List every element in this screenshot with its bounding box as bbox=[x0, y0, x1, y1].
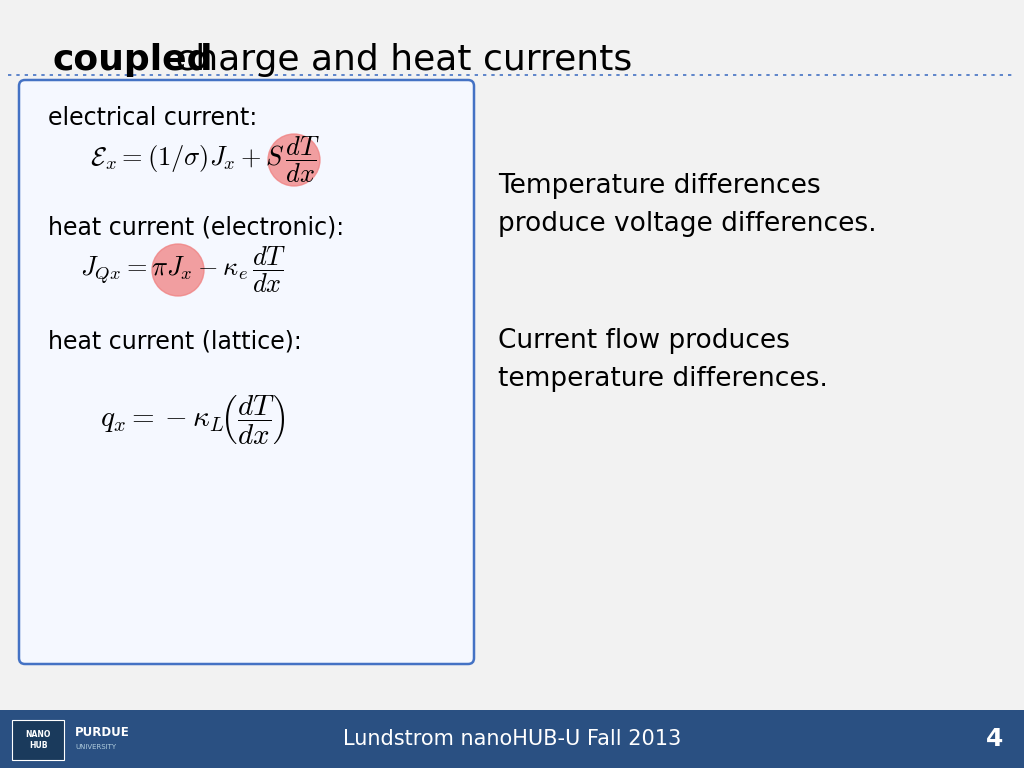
Text: 4: 4 bbox=[986, 727, 1004, 751]
Bar bbox=[12, 720, 63, 760]
Text: $J_{Qx} = \pi J_x - \kappa_e\,\dfrac{dT}{dx}$: $J_{Qx} = \pi J_x - \kappa_e\,\dfrac{dT}… bbox=[80, 245, 287, 295]
Text: NANO
HUB: NANO HUB bbox=[26, 730, 50, 750]
Circle shape bbox=[152, 244, 204, 296]
Text: Temperature differences
produce voltage differences.: Temperature differences produce voltage … bbox=[498, 173, 877, 237]
Text: Current flow produces
temperature differences.: Current flow produces temperature differ… bbox=[498, 328, 827, 392]
Text: coupled: coupled bbox=[52, 43, 213, 77]
Text: UNIVERSITY: UNIVERSITY bbox=[75, 744, 116, 750]
FancyBboxPatch shape bbox=[19, 80, 474, 664]
Text: $\mathcal{E}_x = (1/\sigma)J_x + S\,\dfrac{dT}{dx}$: $\mathcal{E}_x = (1/\sigma)J_x + S\,\dfr… bbox=[90, 135, 321, 185]
Text: charge and heat currents: charge and heat currents bbox=[164, 43, 632, 77]
Text: PURDUE: PURDUE bbox=[75, 726, 130, 739]
Text: Lundstrom nanoHUB-U Fall 2013: Lundstrom nanoHUB-U Fall 2013 bbox=[343, 729, 681, 749]
Text: heat current (electronic):: heat current (electronic): bbox=[48, 215, 344, 239]
Text: heat current (lattice):: heat current (lattice): bbox=[48, 330, 302, 354]
Circle shape bbox=[268, 134, 319, 186]
Bar bbox=[0, 710, 1024, 768]
Text: electrical current:: electrical current: bbox=[48, 106, 257, 130]
Text: $q_x = -\kappa_L\!\left(\dfrac{dT}{dx}\right)$: $q_x = -\kappa_L\!\left(\dfrac{dT}{dx}\r… bbox=[100, 393, 286, 446]
